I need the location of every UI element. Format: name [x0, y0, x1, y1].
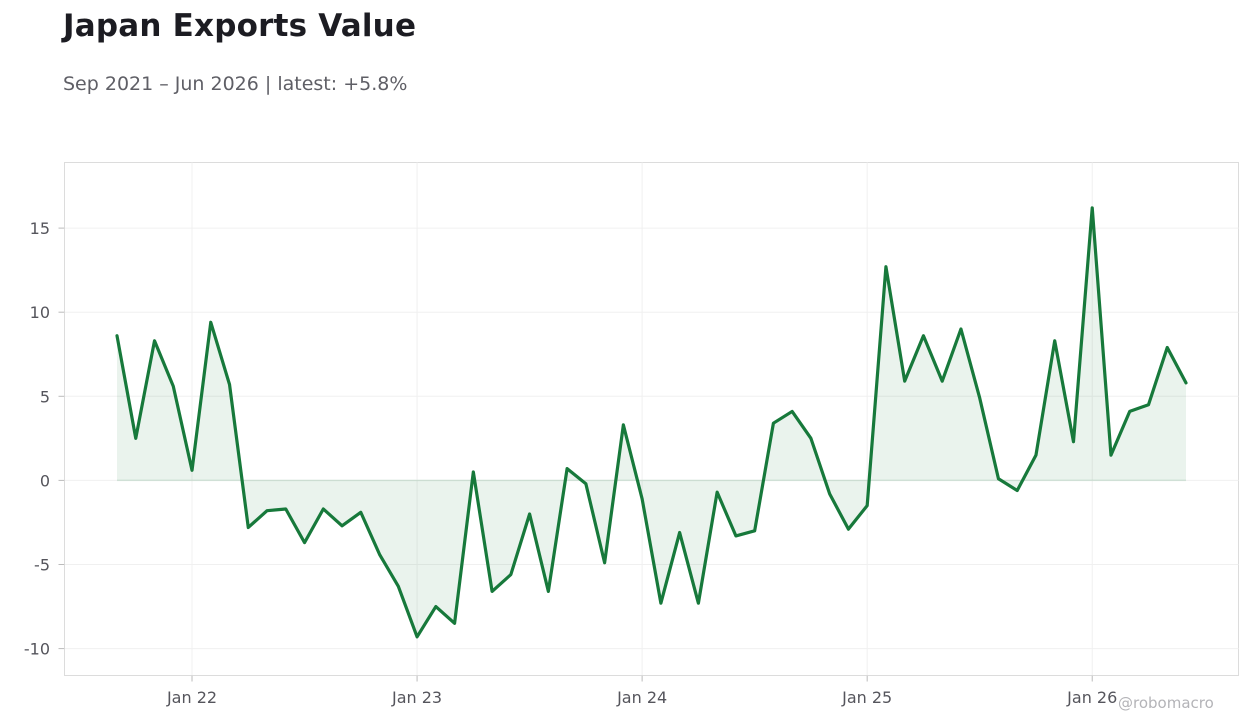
x-tick-label: Jan 25	[841, 688, 892, 707]
data-point	[903, 380, 906, 383]
x-tick-label: Jan 22	[166, 688, 217, 707]
data-point	[453, 622, 456, 625]
data-point	[772, 422, 775, 425]
data-point	[959, 327, 962, 330]
data-point	[359, 511, 362, 514]
data-point	[509, 573, 512, 576]
data-point	[1072, 440, 1075, 443]
data-point	[303, 541, 306, 544]
data-point	[584, 482, 587, 485]
data-point	[716, 491, 719, 494]
data-point	[1109, 454, 1112, 457]
x-tick-label: Jan 23	[391, 688, 442, 707]
data-point	[172, 385, 175, 388]
data-point	[472, 470, 475, 473]
data-point	[697, 602, 700, 605]
data-point	[866, 504, 869, 507]
data-point	[115, 334, 118, 337]
y-tick-label: -5	[34, 555, 50, 574]
data-point	[547, 590, 550, 593]
plot-frame	[64, 162, 1239, 676]
x-tick-label: Jan 26	[1066, 688, 1117, 707]
y-tick-label: 0	[40, 471, 50, 490]
data-point	[322, 507, 325, 510]
data-point	[734, 534, 737, 537]
data-point	[603, 561, 606, 564]
data-point	[1034, 454, 1037, 457]
data-point	[247, 526, 250, 529]
data-point	[134, 437, 137, 440]
data-point	[884, 265, 887, 268]
series-line	[115, 206, 1188, 639]
y-tick-label: 10	[30, 303, 50, 322]
data-point	[566, 467, 569, 470]
data-point	[190, 469, 193, 472]
data-point	[922, 334, 925, 337]
y-tick-label: -10	[24, 640, 50, 659]
data-point	[378, 553, 381, 556]
data-point	[641, 497, 644, 500]
data-point	[1147, 403, 1150, 406]
data-point	[809, 437, 812, 440]
data-point	[265, 509, 268, 512]
data-point	[1016, 489, 1019, 492]
data-point	[490, 590, 493, 593]
data-point	[1091, 206, 1094, 209]
data-point	[340, 524, 343, 527]
page-subtitle: Sep 2021 – Jun 2026 | latest: +5.8%	[63, 73, 408, 95]
page-title: Japan Exports Value	[63, 8, 417, 44]
data-point	[978, 396, 981, 399]
data-point	[528, 512, 531, 515]
data-point	[828, 492, 831, 495]
y-tick-label: 15	[30, 219, 50, 238]
series-area-fill	[117, 207, 1186, 637]
data-point	[434, 605, 437, 608]
data-point	[1053, 339, 1056, 342]
data-point	[397, 585, 400, 588]
data-point	[941, 380, 944, 383]
data-point	[153, 339, 156, 342]
data-point	[228, 383, 231, 386]
data-point	[1166, 346, 1169, 349]
data-point	[678, 531, 681, 534]
data-point	[209, 321, 212, 324]
y-tick-label: 5	[40, 387, 50, 406]
data-point	[284, 507, 287, 510]
data-point	[1184, 381, 1187, 384]
watermark: @robomacro	[1118, 694, 1214, 712]
data-point	[847, 528, 850, 531]
data-point	[791, 410, 794, 413]
data-point	[622, 423, 625, 426]
data-point	[1128, 410, 1131, 413]
data-point	[753, 529, 756, 532]
data-point	[415, 635, 418, 638]
data-point	[659, 602, 662, 605]
x-tick-label: Jan 24	[616, 688, 667, 707]
data-point	[997, 477, 1000, 480]
